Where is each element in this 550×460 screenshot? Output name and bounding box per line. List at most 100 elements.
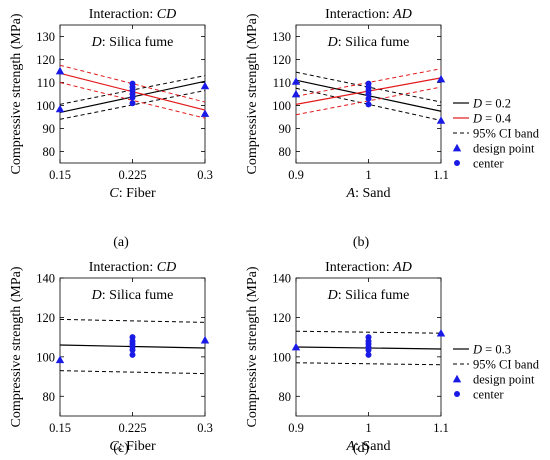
ci-upper-line [59,64,206,103]
y-axis-label: Compressive strength (MPa) [245,266,260,427]
center-point [129,80,136,87]
y-tick-label: 130 [36,30,55,44]
y-tick-label: 90 [43,122,56,136]
legend-circle-icon [454,160,460,166]
chart-subtitle: D: Silica fume [91,288,174,303]
x-tick-label: 1 [365,421,371,435]
design-point [200,109,210,117]
x-tick-label: 0.225 [118,421,146,435]
y-axis-label: Compressive strength (MPa) [9,266,24,427]
chart-panel-c: Interaction: CD D: Silica fume 80 100 120 140… [9,260,213,456]
y-tick-label: 120 [272,53,291,67]
ci-lower-line [59,370,206,375]
center-point [365,334,372,341]
chart-panel-d: Interaction: AD D: Silica fume 80 100 120 140… [245,260,449,456]
y-tick-label: 80 [279,145,292,159]
x-tick-label: 0.225 [118,168,146,182]
design-point [291,77,301,85]
x-tick-label: 1.1 [433,168,449,182]
center-point [365,101,372,108]
y-tick-label: 140 [272,272,291,286]
legend-label: 95% CI band [473,127,540,141]
ci-lower-line [295,87,442,121]
design-point [436,74,446,83]
design-point [291,342,301,351]
design-point [436,329,446,337]
y-axis-label: Compressive strength (MPa) [9,13,24,174]
legend-label: D = 0.3 [472,343,511,357]
design-point [55,104,65,113]
x-axis-label: A: Sand [346,439,391,454]
y-tick-label: 140 [36,272,55,286]
x-axis-label: C: Fiber [109,186,156,201]
panel-caption: (b) [353,235,370,250]
ci-lower-line [59,82,206,119]
y-tick-label: 110 [37,76,55,90]
y-tick-label: 90 [279,122,292,136]
x-tick-label: 1.1 [433,421,449,435]
chart-title: Interaction: CD [89,7,176,22]
chart-panel-b: Interaction: AD D: Silica fume 80 90 100 110 1… [245,7,449,250]
design-point [291,89,301,98]
x-axis-label: A: Sand [346,186,391,201]
design-point [55,66,65,75]
x-tick-label: 0.15 [49,421,71,435]
chart-subtitle: D: Silica fume [91,35,174,50]
y-tick-label: 100 [36,350,55,364]
y-tick-label: 120 [36,53,55,67]
center-point [129,334,136,341]
panel-caption: (d) [353,441,370,456]
center-point [129,351,136,358]
chart-title: Interaction: AD [325,7,412,22]
legend-label: D = 0.2 [472,97,511,111]
x-tick-label: 0.9 [288,168,304,182]
legend-label: D = 0.4 [472,112,512,126]
chart-title: Interaction: AD [325,260,412,275]
legend-label: center [473,388,504,402]
legend-label: center [473,157,504,171]
y-tick-label: 100 [272,350,291,364]
chart-title: Interaction: CD [89,260,176,275]
y-tick-label: 80 [43,390,56,404]
y-axis-label: Compressive strength (MPa) [245,13,260,174]
x-tick-label: 0.15 [49,168,71,182]
design-point [200,81,210,90]
center-point [365,351,372,358]
legend-triangle-icon [452,143,462,152]
ci-lower-line [295,362,442,366]
y-tick-label: 80 [279,390,292,404]
y-tick-label: 120 [272,311,291,325]
y-tick-label: 120 [36,311,55,325]
legend-triangle-icon [452,374,462,383]
design-point [200,335,210,344]
panel-caption: (a) [113,235,129,250]
x-axis-label: C: Fiber [109,439,156,454]
ci-upper-line [295,330,442,334]
legend-label: 95% CI band [473,358,540,372]
panel-caption: (c) [113,441,129,456]
x-tick-label: 0.3 [197,168,213,182]
legend-label: design point [473,373,535,387]
center-point [129,100,136,107]
x-tick-label: 1 [365,168,371,182]
legend-label: design point [473,142,535,156]
design-point [436,116,446,124]
center-point [365,95,372,102]
chart-subtitle: D: Silica fume [327,288,410,303]
design-point [55,355,65,364]
y-tick-label: 100 [36,99,55,113]
y-tick-label: 80 [43,145,56,159]
chart-panel-a: Interaction: CD D: Silica fume 80 90 100 110 1… [9,7,213,250]
legend-circle-icon [454,391,460,397]
center-point [365,80,372,87]
x-tick-label: 0.9 [288,421,304,435]
chart-subtitle: D: Silica fume [327,35,410,50]
y-tick-label: 100 [272,99,291,113]
x-tick-label: 0.3 [197,421,213,435]
ci-upper-line [59,318,206,323]
y-tick-label: 130 [272,30,291,44]
ci-upper-line [295,71,442,103]
